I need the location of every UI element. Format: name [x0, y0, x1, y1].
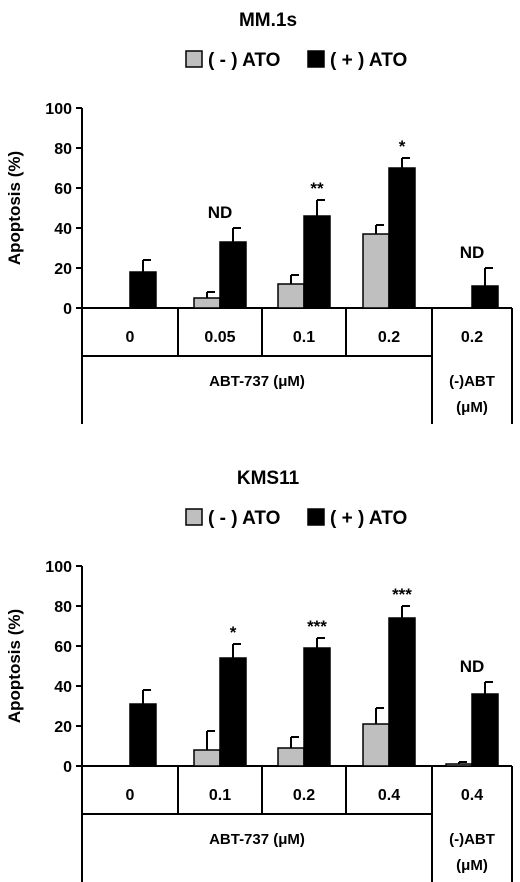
bar-series-2-cat-4 — [388, 167, 416, 309]
bar-series-2-cat-3 — [303, 215, 331, 309]
y-tick-label: 40 — [54, 221, 72, 238]
group-label-inactive-abt: (-)ABT — [449, 373, 495, 390]
significance-annotation: ND — [208, 203, 233, 222]
bar-series-2-cat-5 — [471, 693, 499, 767]
y-tick-label: 100 — [45, 101, 72, 118]
bar-series-2-cat-2 — [219, 657, 247, 767]
significance-annotation: ND — [460, 657, 485, 676]
bar-series-2-cat-1 — [129, 703, 157, 767]
y-tick-label: 80 — [54, 141, 72, 158]
y-tick-label: 0 — [63, 759, 72, 776]
legend-swatch-1 — [185, 50, 203, 68]
y-axis-label: Apoptosis (%) — [5, 609, 24, 723]
bar-series-1-cat-5 — [445, 763, 473, 767]
bar-series-1-cat-2 — [193, 749, 221, 767]
x-category-label: 0.1 — [209, 787, 231, 804]
bar-series-1-cat-4 — [362, 723, 390, 767]
group-label-inactive-abt-unit: (μM) — [456, 857, 488, 874]
chart-title: KMS11 — [237, 468, 300, 489]
legend-swatch-2 — [307, 50, 325, 68]
group-label-inactive-abt: (-)ABT — [449, 831, 495, 848]
y-tick-label: 0 — [63, 301, 72, 318]
x-category-label: 0.2 — [293, 787, 315, 804]
bar-series-1-cat-3 — [277, 283, 305, 309]
x-category-label: 0.4 — [378, 787, 400, 804]
significance-annotation: * — [399, 137, 406, 156]
chart-panel-1: MM.1s ( - ) ATO ( + ) ATO 0 20 40 60 80 100 Apopt… — [5, 10, 513, 424]
y-tick-label: 20 — [54, 261, 72, 278]
legend-label-2: ( + ) ATO — [330, 50, 407, 71]
y-tick-label: 60 — [54, 181, 72, 198]
bar-series-2-cat-1 — [129, 271, 157, 309]
bar-series-2-cat-5 — [471, 285, 499, 309]
group-label-abt737: ABT-737 (μM) — [209, 373, 305, 390]
x-category-label: 0.2 — [461, 329, 483, 346]
chart-panel-2: KMS11 ( - ) ATO ( + ) ATO 0 20 40 60 80 100 Apopt… — [5, 468, 513, 882]
x-category-label: 0 — [126, 329, 135, 346]
bar-series-1-cat-3 — [277, 747, 305, 767]
y-tick-label: 60 — [54, 639, 72, 656]
x-category-label: 0.2 — [378, 329, 400, 346]
x-category-label: 0.1 — [293, 329, 315, 346]
significance-annotation: ND — [460, 243, 485, 262]
legend-label-1: ( - ) ATO — [208, 50, 280, 71]
bar-series-2-cat-4 — [388, 617, 416, 767]
significance-annotation: * — [230, 623, 237, 642]
x-category-label: 0.05 — [204, 329, 235, 346]
legend-swatch-2 — [307, 508, 325, 526]
bar-series-1-cat-4 — [362, 233, 390, 309]
significance-annotation: *** — [307, 617, 327, 636]
y-tick-label: 80 — [54, 599, 72, 616]
bar-series-1-cat-2 — [193, 297, 221, 309]
significance-annotation: *** — [392, 585, 412, 604]
y-tick-label: 40 — [54, 679, 72, 696]
legend-label-2: ( + ) ATO — [330, 508, 407, 529]
chart-title: MM.1s — [239, 10, 297, 31]
x-category-label: 0.4 — [461, 787, 483, 804]
y-tick-label: 20 — [54, 719, 72, 736]
y-tick-label: 100 — [45, 559, 72, 576]
x-category-label: 0 — [126, 787, 135, 804]
group-label-inactive-abt-unit: (μM) — [456, 399, 488, 416]
legend-swatch-1 — [185, 508, 203, 526]
legend-label-1: ( - ) ATO — [208, 508, 280, 529]
bar-series-2-cat-3 — [303, 647, 331, 767]
y-axis-label: Apoptosis (%) — [5, 151, 24, 265]
significance-annotation: ** — [310, 179, 324, 198]
group-label-abt737: ABT-737 (μM) — [209, 831, 305, 848]
bar-series-2-cat-2 — [219, 241, 247, 309]
